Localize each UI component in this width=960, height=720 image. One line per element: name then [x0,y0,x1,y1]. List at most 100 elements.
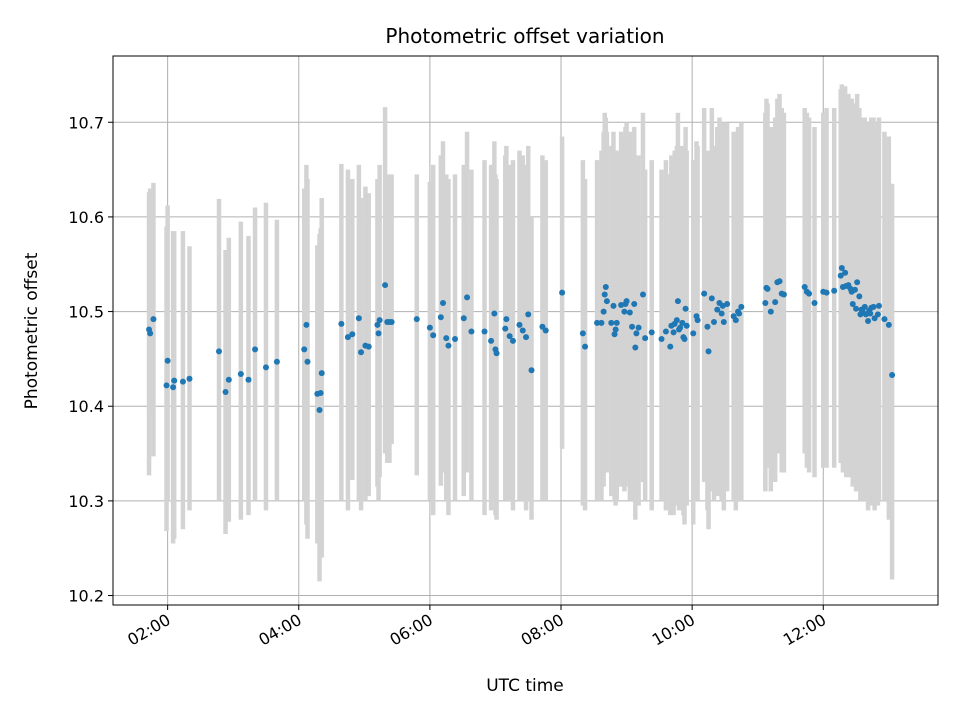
data-point [303,321,310,328]
data-point [382,282,389,289]
data-point [632,344,639,351]
data-point [150,316,157,323]
data-point [851,286,858,293]
data-point [708,295,715,302]
data-point [170,384,177,391]
data-point [215,348,222,355]
data-point [542,327,549,334]
data-point [611,331,618,338]
data-point [612,326,619,333]
data-point [376,317,383,324]
data-point [811,300,818,307]
data-point [885,321,892,328]
data-point [171,377,178,384]
data-point [718,310,725,317]
data-point [849,300,856,307]
data-point [237,371,244,378]
y-tick-label: 10.6 [68,208,104,227]
y-tick-label: 10.2 [68,587,104,606]
data-point [464,294,471,301]
data-point [252,346,259,353]
data-point [603,298,610,305]
data-point [690,330,697,337]
data-point [582,343,589,350]
data-point [559,289,566,296]
data-point [889,371,896,378]
data-point [870,303,877,310]
data-point [823,289,830,296]
data-point [679,319,686,326]
data-point [683,322,690,329]
data-point [867,310,874,317]
data-point [642,335,649,342]
data-point [338,320,345,327]
data-point [623,298,630,305]
data-point [222,389,229,396]
data-point [179,378,186,385]
data-point [610,302,617,309]
data-point [635,324,642,331]
data-point [875,302,882,309]
data-point [273,358,280,365]
data-point [503,316,510,323]
data-point [776,278,783,285]
data-point [493,350,500,357]
data-point [365,343,372,350]
data-point [670,329,677,336]
y-axis-title: Photometric offset [22,252,42,409]
data-point [598,319,605,326]
data-point [674,298,681,305]
data-point [629,323,636,330]
data-point [519,327,526,334]
data-point [704,323,711,330]
data-point [460,315,467,322]
data-point [705,348,712,355]
data-point [608,319,615,326]
data-point [673,317,680,324]
data-point [349,331,356,338]
data-point [445,342,452,349]
data-point [801,283,808,290]
data-point [861,303,868,310]
data-point [613,319,620,326]
data-point [658,336,665,343]
data-point [317,389,324,396]
data-point [720,318,727,325]
plot-frame [112,55,939,606]
data-point [147,330,154,337]
data-point [316,407,323,414]
data-point [164,357,171,364]
data-point [762,300,769,307]
data-point [874,311,881,318]
data-point [648,329,655,336]
data-point [318,370,325,377]
data-point [523,334,530,341]
data-point [468,328,475,335]
data-point [601,291,608,298]
data-point [245,376,252,383]
data-point [528,367,535,374]
data-point [854,279,861,286]
data-point [579,330,586,337]
data-point [301,346,308,353]
data-point [502,325,509,332]
data-point [225,376,232,383]
data-point [304,358,311,365]
data-point [358,349,365,356]
data-point [764,285,771,292]
data-point [853,305,860,312]
data-point [262,364,269,371]
data-point [694,317,701,324]
data-point [842,269,849,276]
y-tick-label: 10.4 [68,397,104,416]
data-point [426,324,433,331]
data-point [662,328,669,335]
data-point [413,316,420,323]
data-point [516,321,523,328]
chart-title: Photometric offset variation [385,24,664,48]
data-point [667,343,674,350]
data-point [732,317,739,324]
data-point [837,272,844,279]
data-point [710,318,717,325]
